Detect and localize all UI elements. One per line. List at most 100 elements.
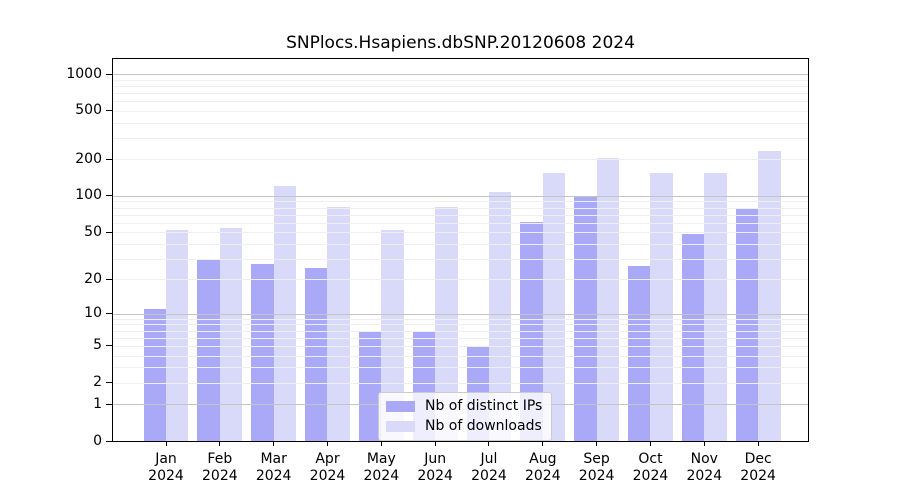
x-tick-mark: [596, 441, 598, 446]
gridline-minor: [112, 258, 808, 260]
gridline-minor: [112, 159, 808, 161]
x-tick-month: Sep: [583, 451, 610, 467]
y-tick-label: 0: [93, 432, 102, 449]
gridline-minor: [112, 355, 808, 357]
gridline-minor: [112, 367, 808, 369]
gridline-minor: [112, 92, 808, 94]
x-tick-month: Nov: [690, 451, 718, 467]
x-tick-label: Oct 2024: [620, 451, 680, 485]
gridline-minor: [112, 101, 808, 103]
x-tick-year: 2024: [309, 468, 346, 484]
y-tick-mark: [106, 345, 112, 347]
x-tick-label: Aug 2024: [513, 451, 573, 485]
gridline-major: [112, 313, 808, 315]
x-tick-label: May 2024: [351, 451, 411, 485]
x-tick-month: Feb: [207, 451, 233, 467]
y-tick-mark: [106, 278, 112, 280]
x-tick-mark: [434, 441, 436, 446]
bar-nov-distinct-ips: [681, 234, 705, 441]
y-tick-mark: [106, 313, 112, 315]
x-tick-month: Oct: [638, 451, 663, 467]
distinct-ips-swatch-icon: [386, 401, 415, 412]
gridline-minor: [112, 201, 808, 203]
gridline-minor: [112, 137, 808, 139]
x-tick-year: 2024: [632, 468, 669, 484]
x-tick-mark: [757, 441, 759, 446]
bar-feb-downloads: [219, 228, 243, 441]
gridline-minor: [112, 345, 808, 347]
x-tick-month: Jan: [155, 451, 177, 467]
bar-jan-downloads: [166, 230, 189, 441]
x-tick-month: Mar: [260, 451, 287, 467]
legend: Nb of distinct IPs Nb of downloads: [378, 392, 553, 441]
y-tick-mark: [106, 440, 112, 442]
y-tick-mark: [106, 403, 112, 405]
gridline-minor: [112, 324, 808, 326]
gridline-minor: [112, 382, 808, 384]
x-tick-month: Dec: [744, 451, 772, 467]
bar-sep-downloads: [596, 158, 620, 441]
x-tick-mark: [703, 441, 705, 446]
x-tick-month: Jun: [424, 451, 447, 467]
x-tick-year: 2024: [740, 468, 776, 484]
y-tick-label: 200: [75, 150, 102, 167]
legend-label-downloads: Nb of downloads: [425, 418, 542, 434]
gridline-minor: [112, 110, 808, 112]
bar-feb-distinct-ips: [197, 258, 220, 441]
y-tick-label: 2: [93, 374, 102, 391]
legend-item-downloads: Nb of downloads: [386, 419, 542, 434]
gridline-minor: [112, 214, 808, 216]
x-tick-label: Jun 2024: [405, 451, 465, 485]
x-tick-label: Sep 2024: [567, 451, 627, 485]
x-tick-year: 2024: [524, 468, 561, 484]
x-tick-label: Jul 2024: [459, 451, 519, 485]
y-tick-mark: [106, 158, 112, 160]
x-tick-label: Apr 2024: [297, 451, 357, 485]
y-tick-label: 1: [93, 395, 102, 412]
y-tick-label: 20: [84, 270, 102, 287]
gridline-minor: [112, 337, 808, 339]
gridline-minor: [112, 243, 808, 245]
gridline-minor: [112, 122, 808, 124]
bar-dec-downloads: [758, 150, 781, 441]
gridline-minor: [112, 207, 808, 209]
y-tick-mark: [106, 110, 112, 112]
bar-apr-distinct-ips: [305, 267, 328, 441]
x-tick-year: 2024: [148, 468, 184, 484]
chart-title: SNPlocs.Hsapiens.dbSNP.20120608 2024: [286, 33, 635, 53]
x-tick-mark: [380, 441, 382, 446]
gridline-minor: [112, 279, 808, 281]
downloads-swatch-icon: [386, 421, 415, 432]
x-tick-year: 2024: [471, 468, 507, 484]
gridline-major: [112, 74, 808, 76]
gridline-minor: [112, 318, 808, 320]
x-tick-label: Mar 2024: [244, 451, 304, 485]
bar-jan-distinct-ips: [143, 309, 166, 441]
x-tick-mark: [273, 441, 275, 446]
y-tick-mark: [106, 73, 112, 75]
gridline-minor: [112, 330, 808, 332]
x-tick-mark: [649, 441, 651, 446]
bar-may-downloads: [381, 230, 404, 441]
y-tick-label: 500: [75, 102, 102, 119]
x-tick-month: Jul: [480, 451, 498, 467]
x-tick-label: Jan 2024: [136, 451, 196, 485]
x-tick-label: Nov 2024: [674, 451, 734, 485]
x-tick-mark: [488, 441, 490, 446]
x-tick-mark: [219, 441, 221, 446]
bar-aug-downloads: [542, 173, 566, 441]
x-tick-month: Apr: [315, 451, 340, 467]
x-tick-year: 2024: [202, 468, 238, 484]
x-tick-label: Feb 2024: [190, 451, 250, 485]
gridline-major: [112, 195, 808, 197]
bar-mar-distinct-ips: [251, 264, 274, 441]
bar-may-distinct-ips: [358, 330, 382, 441]
bar-jul-downloads: [488, 192, 512, 441]
gridline-minor: [112, 222, 808, 224]
y-tick-label: 100: [75, 187, 102, 204]
x-tick-year: 2024: [578, 468, 615, 484]
x-tick-mark: [542, 441, 544, 446]
x-tick-label: Dec 2024: [728, 451, 788, 485]
gridline-minor: [112, 232, 808, 234]
